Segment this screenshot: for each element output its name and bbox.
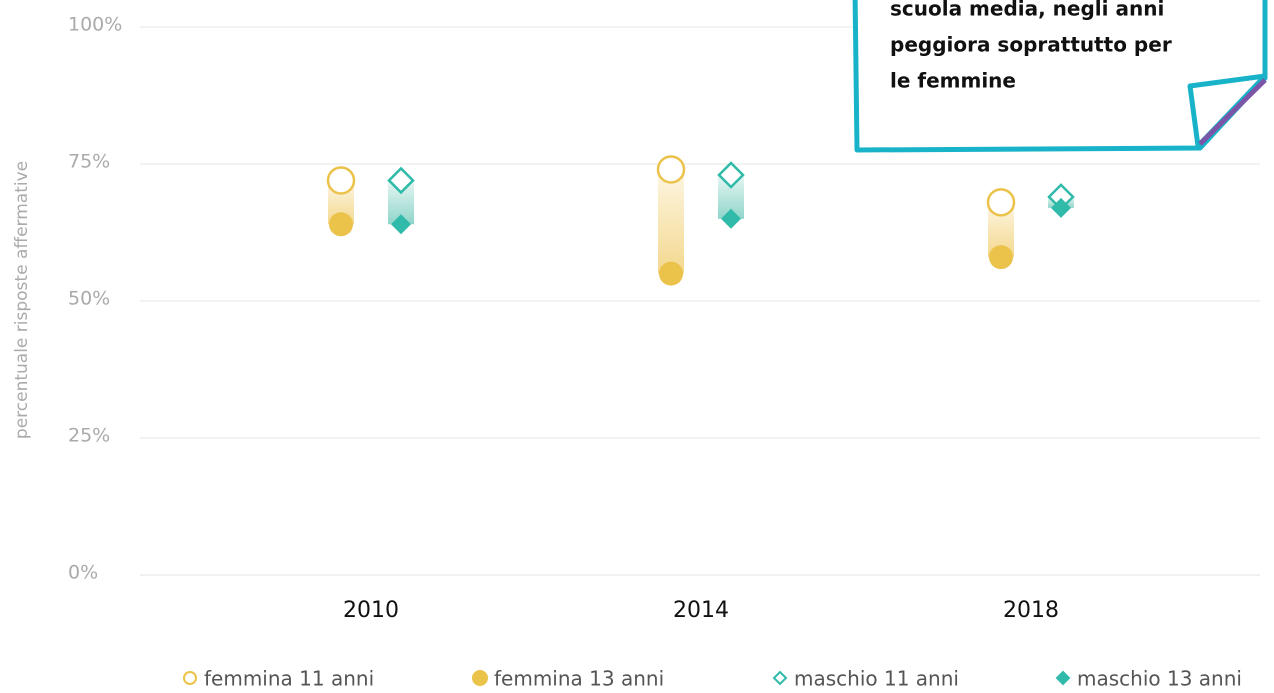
legend-swatch	[183, 671, 197, 685]
point	[326, 166, 356, 195]
legend-item: maschio 13 anni	[1055, 667, 1242, 691]
legend-item: femmina 11 anni	[183, 667, 374, 691]
point	[387, 166, 415, 195]
point	[659, 261, 683, 286]
annotation-text: peggiora soprattutto per	[890, 33, 1172, 57]
point	[656, 155, 686, 184]
legend-label: femmina 13 anni	[494, 667, 664, 691]
point	[721, 208, 741, 229]
x-tick-label: 2018	[1003, 598, 1059, 623]
annotation-text: le femmine	[890, 69, 1016, 93]
legend-item: maschio 11 anni	[772, 667, 959, 691]
legend-swatch	[472, 670, 488, 686]
y-axis-label: percentuale risposte affermative	[12, 161, 32, 439]
annotation	[852, 0, 1268, 153]
point	[329, 212, 353, 237]
point	[986, 188, 1016, 217]
annotation-text: scuola media, negli anni	[890, 0, 1164, 21]
legend-item: femmina 13 anni	[472, 667, 664, 691]
point	[717, 161, 745, 189]
legend-swatch	[1055, 670, 1071, 686]
legend-label: maschio 11 anni	[794, 667, 959, 691]
point	[391, 214, 411, 235]
x-tick-label: 2014	[673, 598, 729, 623]
y-tick-label: 100%	[68, 14, 122, 36]
y-tick-label: 75%	[68, 151, 110, 173]
y-tick-label: 50%	[68, 288, 110, 310]
x-tick-label: 2010	[343, 598, 399, 623]
point	[989, 245, 1013, 270]
point	[1051, 197, 1071, 218]
y-tick-label: 0%	[68, 562, 98, 584]
legend-swatch	[772, 670, 788, 686]
y-tick-label: 25%	[68, 425, 110, 447]
range-bar	[658, 169, 684, 274]
legend-label: maschio 13 anni	[1077, 667, 1242, 691]
legend-label: femmina 11 anni	[204, 667, 374, 691]
